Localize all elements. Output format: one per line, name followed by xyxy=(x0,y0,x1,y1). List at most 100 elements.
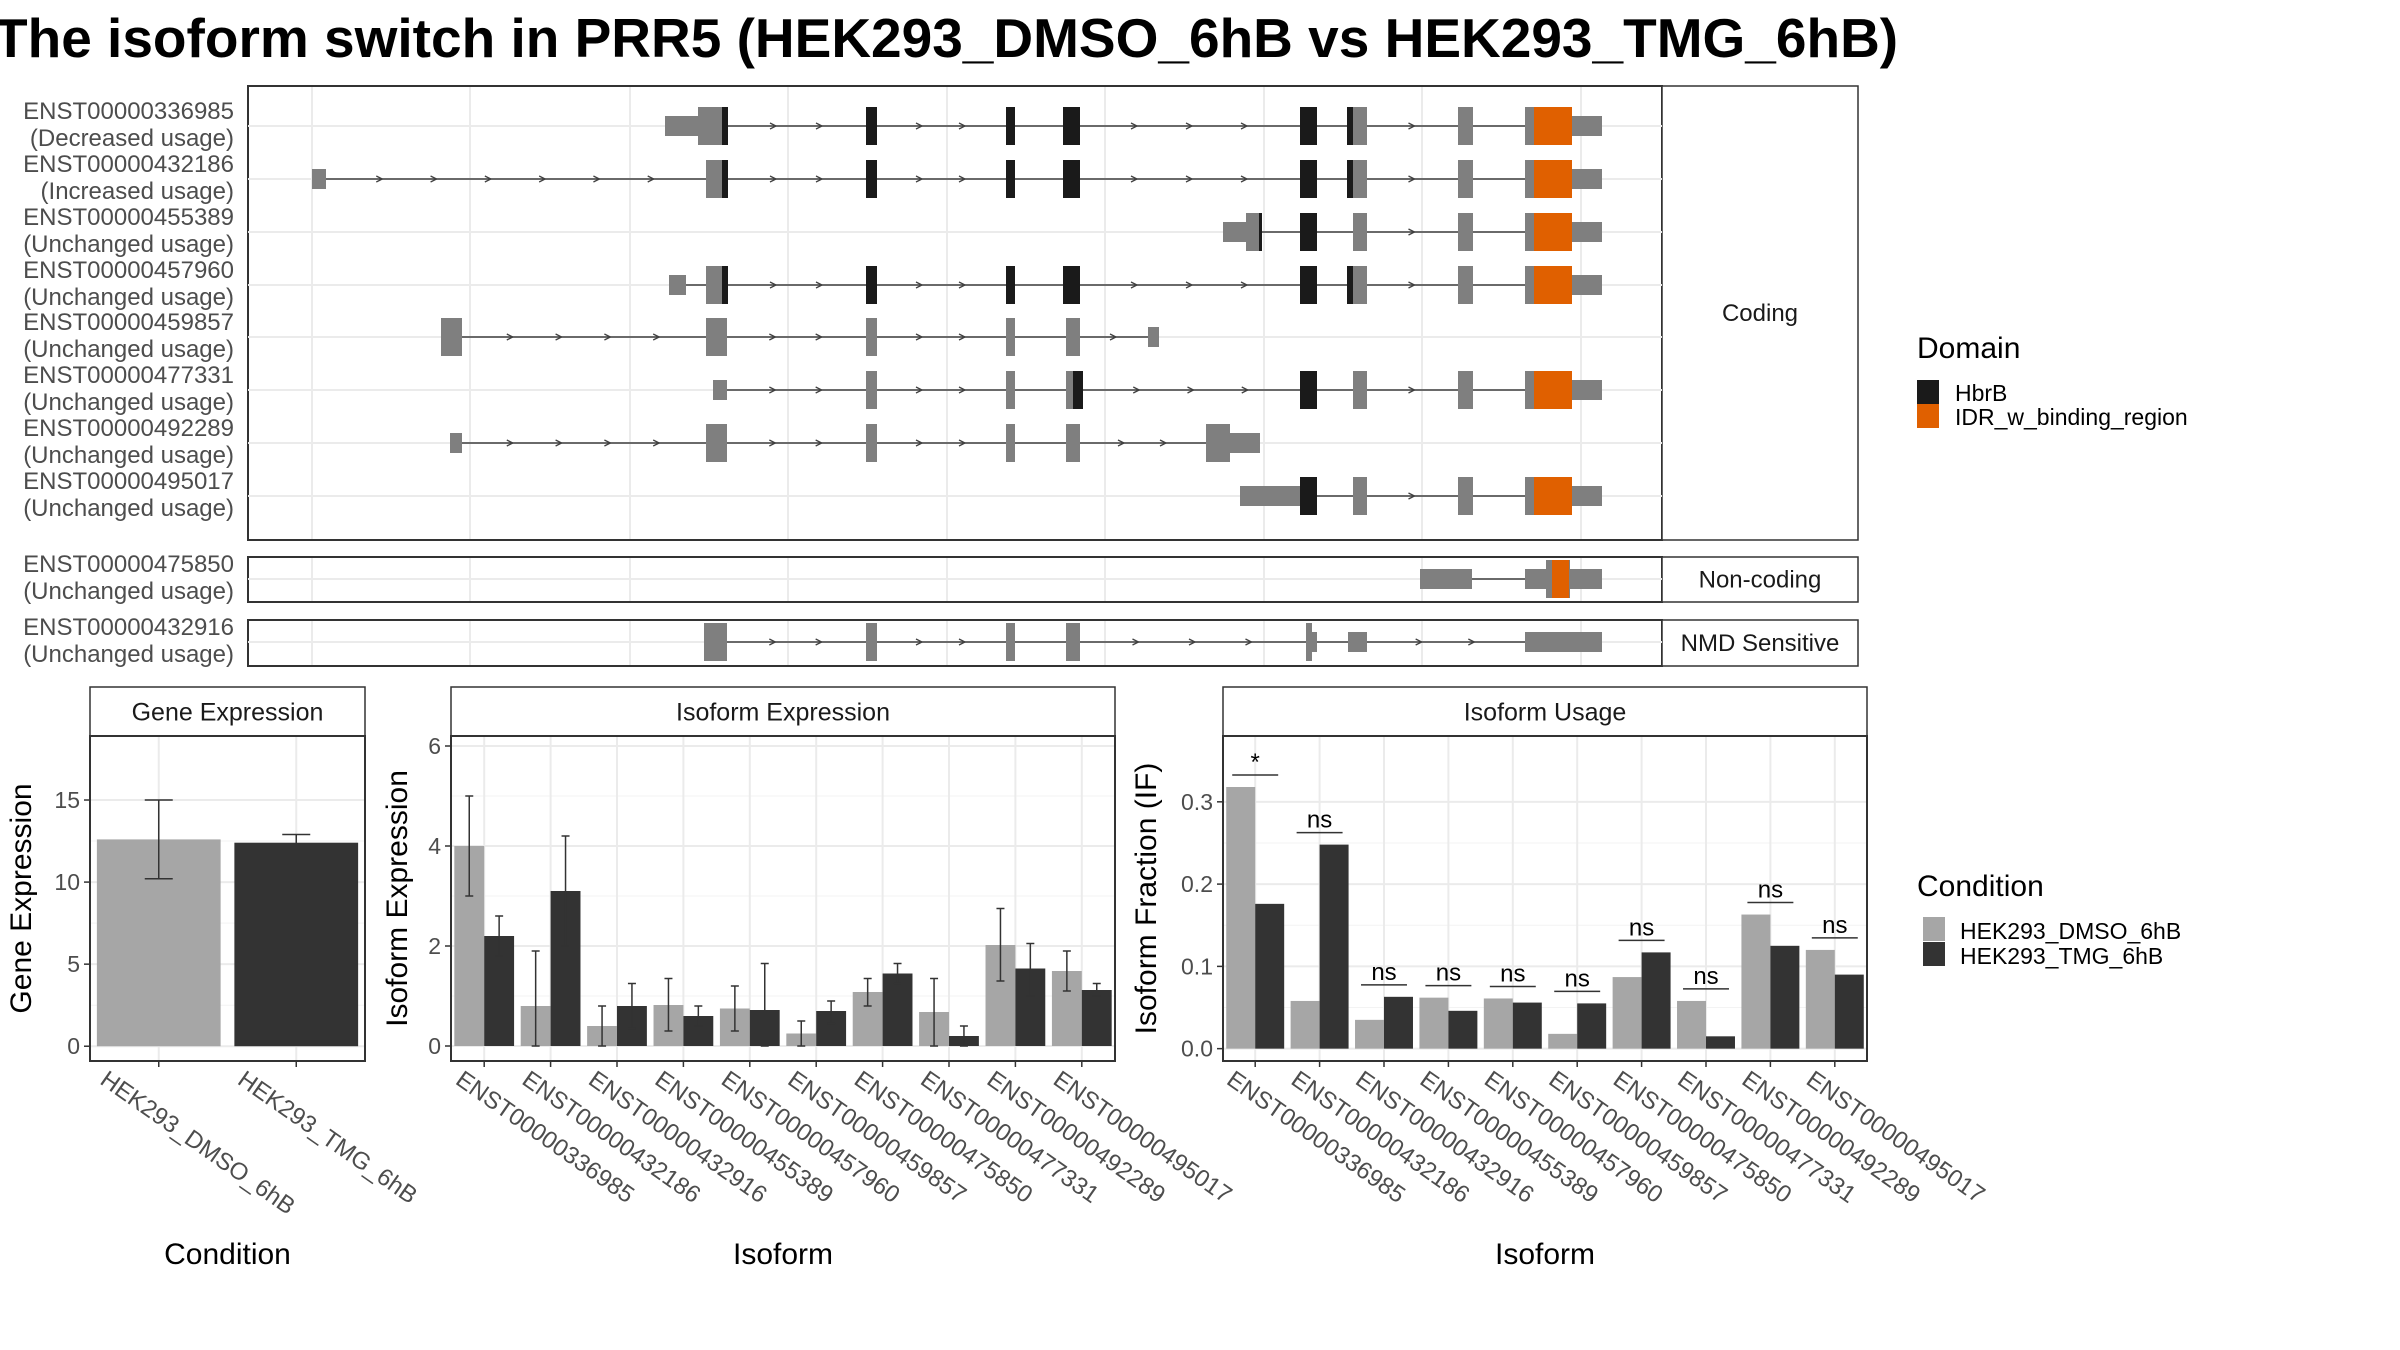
significance-label: ns xyxy=(1629,914,1654,941)
chart-strip xyxy=(450,686,1116,737)
bar xyxy=(1226,787,1256,1049)
utr-exon xyxy=(1230,433,1260,453)
utr-exon xyxy=(1525,569,1546,589)
x-axis-title: Condition xyxy=(164,1238,291,1271)
isoform-usage-chart: Isoform Usage0.00.10.20.3*ENST0000033698… xyxy=(1130,686,1990,1271)
facet-panel xyxy=(247,85,1663,541)
figure-title: The isoform switch in PRR5 (HEK293_DMSO_… xyxy=(0,7,1898,69)
coding-exon xyxy=(1006,371,1015,409)
transcript-usage-label: (Unchanged usage) xyxy=(23,495,234,522)
transcript-usage-label: (Decreased usage) xyxy=(30,125,234,152)
intron-arrow xyxy=(958,333,967,341)
coding-exon xyxy=(1525,213,1534,251)
domain-hbrb xyxy=(1300,107,1317,145)
utr-exon xyxy=(669,275,686,295)
chart-title: Isoform Usage xyxy=(1464,699,1627,727)
y-tick-label: 0.1 xyxy=(1181,953,1213,979)
intron-arrow xyxy=(1132,386,1141,394)
utr-exon xyxy=(1570,569,1602,589)
coding-exon xyxy=(706,318,727,356)
utr-exon xyxy=(1148,327,1159,347)
legend-swatch-idr xyxy=(1917,404,1939,428)
intron-arrow xyxy=(593,175,601,183)
coding-exon xyxy=(1353,213,1367,251)
significance-label: ns xyxy=(1307,807,1332,834)
bar xyxy=(1448,1010,1478,1049)
bar xyxy=(1805,949,1835,1049)
intron-arrow xyxy=(1132,638,1140,646)
domain-legend: Domain HbrB IDR_w_binding_region xyxy=(1917,332,2188,430)
coding-exon xyxy=(1458,213,1473,251)
coding-exon xyxy=(1458,107,1473,145)
domain-hbrb xyxy=(1300,266,1317,304)
domain-hbrb xyxy=(722,266,728,304)
coding-exon xyxy=(1458,371,1473,409)
transcript-ENST00000475850 xyxy=(1420,560,1602,598)
transcript-usage-label: (Unchanged usage) xyxy=(23,231,234,258)
coding-exon xyxy=(1525,107,1534,145)
intron-arrow xyxy=(1408,281,1416,289)
domain-hbrb xyxy=(866,107,877,145)
intron-arrow xyxy=(1241,386,1250,394)
y-tick-label: 10 xyxy=(54,869,80,895)
bar xyxy=(1483,998,1513,1049)
intron-arrow xyxy=(430,175,439,183)
intron-arrow xyxy=(1185,281,1194,289)
bar xyxy=(1419,997,1449,1049)
bar xyxy=(1770,945,1800,1049)
bar xyxy=(1548,1033,1578,1049)
domain-idr xyxy=(1534,371,1572,409)
transcript-id-label: ENST00000432186 xyxy=(23,151,234,178)
transcript-ENST00000432186 xyxy=(312,160,1602,198)
gene-expression-chart: Gene Expression051015HEK293_DMSO_6hBHEK2… xyxy=(5,686,422,1271)
coding-exon xyxy=(1353,107,1367,145)
utr-exon xyxy=(713,380,727,400)
domain-hbrb xyxy=(866,160,877,198)
legend-label-idr: IDR_w_binding_region xyxy=(1955,404,2188,430)
significance-label: ns xyxy=(1565,965,1590,992)
legend-label-tmg: HEK293_TMG_6hB xyxy=(1960,943,2163,969)
utr-exon xyxy=(1572,380,1602,400)
intron-arrow xyxy=(1240,175,1249,183)
intron-arrow xyxy=(652,439,661,447)
utr-exon xyxy=(1312,632,1317,652)
coding-exon xyxy=(1206,424,1230,462)
intron-arrow xyxy=(1130,175,1139,183)
y-tick-label: 0 xyxy=(428,1033,441,1059)
significance-label: ns xyxy=(1371,959,1396,986)
intron-arrow xyxy=(1187,386,1195,394)
utr-exon xyxy=(1525,632,1602,652)
transcript-usage-label: (Unchanged usage) xyxy=(23,336,234,363)
coding-exon xyxy=(1458,477,1473,515)
intron-arrow xyxy=(375,175,384,183)
y-axis-title: Gene Expression xyxy=(5,783,38,1013)
bar xyxy=(1741,914,1771,1049)
transcript-ENST00000336985 xyxy=(665,107,1602,145)
chart-panel xyxy=(450,735,1116,1062)
x-axis-title: Isoform xyxy=(1495,1238,1595,1271)
transcript-usage-label: (Increased usage) xyxy=(41,178,234,205)
intron-arrow xyxy=(1159,439,1168,447)
transcript-usage-label: (Unchanged usage) xyxy=(23,442,234,469)
intron-arrow xyxy=(484,175,493,183)
intron-arrow xyxy=(815,333,824,341)
intron-arrow xyxy=(1240,281,1249,289)
intron-arrow xyxy=(506,439,515,447)
transcript-ENST00000455389 xyxy=(1223,213,1602,251)
intron-arrow xyxy=(815,122,824,130)
coding-exon xyxy=(698,107,724,145)
intron-arrow xyxy=(1408,386,1416,394)
domain-idr xyxy=(1534,160,1572,198)
intron-arrow xyxy=(1240,122,1249,130)
intron-arrow xyxy=(1408,175,1416,183)
coding-exon xyxy=(441,318,462,356)
bar xyxy=(882,973,913,1046)
intron-arrow xyxy=(815,439,824,447)
utr-exon xyxy=(450,433,462,453)
intron-arrow xyxy=(769,281,778,289)
intron-arrow xyxy=(1408,122,1416,130)
intron-arrow xyxy=(958,281,967,289)
transcript-ENST00000432916 xyxy=(704,623,1602,661)
coding-exon xyxy=(704,623,727,661)
transcript-ENST00000477331 xyxy=(713,371,1602,409)
